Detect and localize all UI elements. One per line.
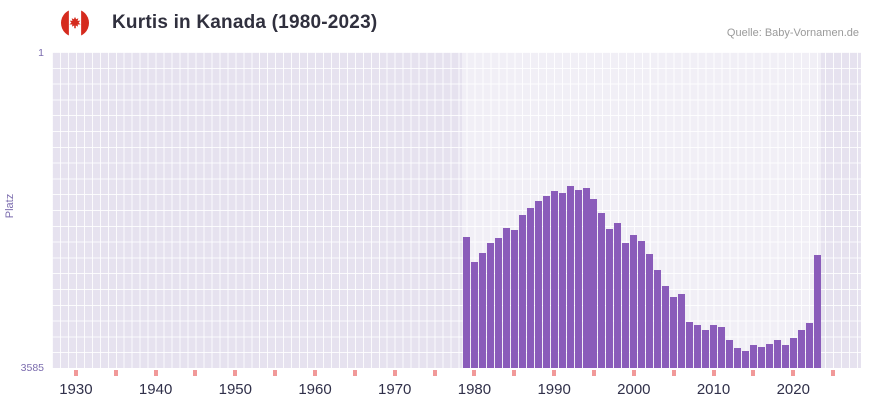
x-axis-tick [512,370,517,376]
bar-2018[interactable] [773,340,781,368]
x-axis-tick [313,370,318,376]
bar-2009[interactable] [702,329,710,368]
bar-2007[interactable] [686,321,694,368]
x-axis-tick [273,370,278,376]
bar-1991[interactable] [558,192,566,368]
x-axis-tick [392,370,397,376]
bar-1992[interactable] [566,185,574,368]
bar-2011[interactable] [718,327,725,368]
x-axis-tick-label: 1990 [537,381,571,398]
bar-1995[interactable] [590,199,598,368]
y-axis-label: Platz [4,193,16,219]
bar-2001[interactable] [638,240,646,368]
x-axis-tick-label: 1970 [378,381,412,398]
x-axis-tick [233,370,238,376]
bar-2022[interactable] [805,323,813,368]
bar-1986[interactable] [518,215,526,368]
bar-1996[interactable] [598,213,606,368]
bar-2014[interactable] [741,350,749,368]
x-axis-tick-label: 1940 [138,381,173,398]
x-axis-tick [631,370,636,376]
bar-2023[interactable] [813,254,821,368]
x-axis-tick [552,370,557,376]
bar-1993[interactable] [574,190,582,368]
bar-1981[interactable] [478,252,486,368]
bar-2019[interactable] [781,344,789,368]
x-axis-tick [352,370,357,376]
x-axis-tick [751,370,756,376]
bar-2002[interactable] [646,253,654,368]
bar-1982[interactable] [486,243,494,368]
x-axis-tick [113,370,118,376]
y-axis-tick-top: 1 [38,47,44,59]
bar-1980[interactable] [470,261,478,368]
bar-2016[interactable] [757,347,765,368]
bar-1984[interactable] [502,228,510,368]
x-axis-tick [671,370,676,376]
bar-2006[interactable] [678,294,686,368]
x-axis-tick-label: 2000 [617,381,651,398]
source-attribution: Quelle: Baby-Vornamen.de [726,27,859,39]
bar-1983[interactable] [494,237,502,368]
bar-2004[interactable] [662,286,670,368]
bar-1994[interactable] [582,187,590,368]
x-axis-tick [153,370,158,376]
y-axis-tick-bottom: 3585 [20,362,44,374]
chart-title: Kurtis in Kanada (1980-2023) [112,12,378,33]
bar-1989[interactable] [542,195,550,368]
x-axis-tick [432,370,437,376]
canada-flag-icon [61,9,89,37]
bar-2005[interactable] [670,297,678,368]
x-axis-tick [73,370,78,376]
bar-2012[interactable] [725,340,733,368]
x-axis-tick-label: 1950 [218,381,252,398]
x-axis-tick [791,370,796,376]
bar-1998[interactable] [614,222,622,368]
bar-2020[interactable] [789,338,797,368]
bar-2000[interactable] [630,235,638,368]
bar-1999[interactable] [622,243,630,368]
x-axis-tick [711,370,716,376]
bar-2017[interactable] [765,343,773,368]
x-axis-tick [591,370,596,376]
x-axis-tick [193,370,198,376]
bar-1985[interactable] [510,230,518,368]
bar-2013[interactable] [733,348,741,368]
x-axis-tick-label: 1930 [59,381,93,398]
bar-1990[interactable] [550,191,558,368]
bar-2021[interactable] [797,329,805,368]
x-axis-tick-label: 1960 [298,381,332,398]
x-axis-tick [472,370,477,376]
bar-1979[interactable] [462,237,470,368]
x-axis-tick [831,370,836,376]
plot-area [52,52,861,368]
x-axis-tick-label: 2020 [776,381,810,398]
bar-2010[interactable] [710,325,718,368]
bar-1997[interactable] [606,229,614,368]
bar-2003[interactable] [654,269,662,368]
x-axis-tick-label: 1980 [457,381,492,398]
bar-2008[interactable] [694,325,702,368]
x-axis-tick-label: 2010 [696,381,731,398]
bar-1987[interactable] [526,207,534,368]
bar-2015[interactable] [749,344,757,368]
bar-1988[interactable] [534,200,542,368]
